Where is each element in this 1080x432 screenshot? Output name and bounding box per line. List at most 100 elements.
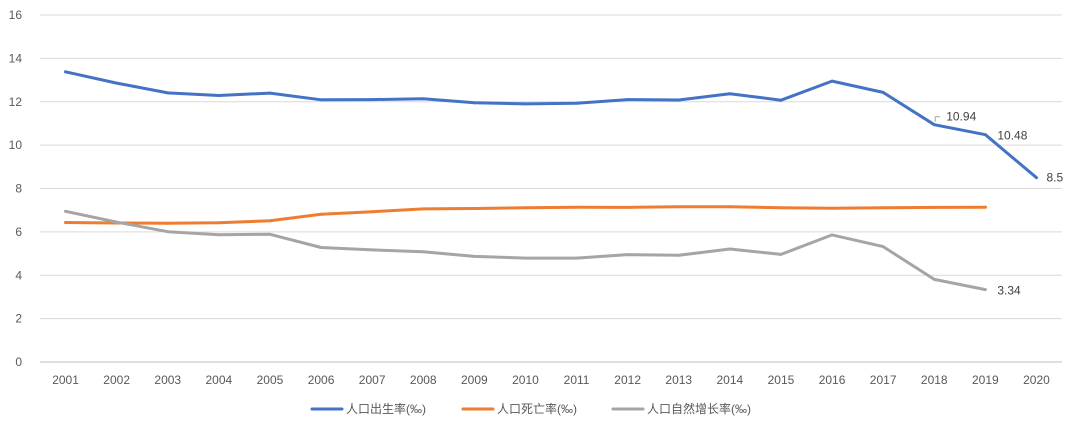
y-tick-label: 6 [15, 225, 22, 239]
data-point [421, 97, 425, 101]
y-tick-label: 4 [15, 268, 22, 282]
x-tick-label: 2010 [512, 373, 539, 387]
grid-layer [40, 14, 1062, 363]
data-point [166, 91, 170, 95]
x-tick-label: 2005 [257, 373, 284, 387]
data-point [166, 221, 170, 225]
x-tick-label: 2019 [972, 373, 999, 387]
data-label-leader [934, 116, 941, 122]
data-point [421, 250, 425, 254]
y-tick-label: 14 [9, 51, 23, 65]
data-point [268, 232, 272, 236]
data-point [881, 206, 885, 210]
data-point [472, 207, 476, 210]
data-point [370, 98, 374, 101]
data-label: 3.34 [997, 284, 1021, 298]
series-0 [64, 70, 1038, 180]
data-point [626, 98, 630, 101]
y-tick-label: 2 [15, 312, 22, 326]
x-tick-label: 2003 [154, 373, 181, 387]
data-label: 8.5 [1046, 171, 1063, 185]
data-point [728, 247, 732, 251]
x-tick-label: 2018 [921, 373, 948, 387]
data-point [575, 205, 578, 209]
data-point [983, 288, 987, 291]
x-tick-label: 2007 [359, 373, 386, 387]
data-point [524, 206, 527, 210]
data-point [472, 254, 476, 258]
data-point [115, 81, 119, 85]
data-point [881, 91, 885, 94]
data-label: 10.94 [946, 110, 976, 124]
data-point [370, 210, 374, 214]
data-point [64, 209, 67, 213]
series-2 [64, 209, 987, 292]
x-tick-label: 2009 [461, 373, 488, 387]
data-point [932, 123, 936, 127]
data-point [115, 220, 119, 224]
x-tick-label: 2006 [308, 373, 335, 387]
series-1 [64, 205, 987, 225]
y-tick-label: 12 [9, 95, 23, 109]
data-point [779, 253, 783, 256]
x-tick-label: 2002 [103, 373, 130, 387]
data-point [319, 212, 323, 216]
data-point [677, 205, 681, 209]
x-tick-label: 2016 [819, 373, 846, 387]
x-tick-label: 2017 [870, 373, 897, 387]
data-point [830, 206, 834, 210]
data-point [268, 219, 272, 223]
legend-item-1: 人口死亡率(‰) [461, 401, 577, 416]
x-tick-label: 2015 [768, 373, 795, 387]
data-point [575, 101, 578, 105]
data-point [472, 101, 476, 105]
legend-item-2: 人口自然增长率(‰) [611, 401, 751, 416]
legend: 人口出生率(‰) 人口死亡率(‰) 人口自然增长率(‰) [310, 401, 751, 416]
data-point [421, 207, 425, 211]
data-point [1035, 176, 1038, 180]
data-point [830, 233, 834, 237]
data-point [217, 94, 221, 97]
data-point [830, 79, 834, 83]
data-point [881, 245, 885, 249]
x-tick-label: 2014 [716, 373, 743, 387]
data-labels: 10.94 10.48 8.5 3.34 [934, 110, 1063, 298]
y-axis: 0 2 4 6 8 10 12 14 16 [9, 8, 23, 369]
data-label: 10.48 [997, 129, 1027, 143]
x-tick-label: 2012 [614, 373, 641, 387]
data-point [166, 230, 170, 234]
data-point [932, 277, 936, 281]
data-point [779, 206, 783, 210]
x-axis: 2001 2002 2003 2004 2005 2006 2007 2008 2009 2010… [52, 373, 1050, 387]
x-tick-label: 2020 [1023, 373, 1050, 387]
data-point [319, 98, 323, 102]
y-tick-label: 10 [9, 138, 23, 152]
x-tick-label: 2011 [564, 373, 590, 387]
data-point [983, 205, 987, 209]
x-tick-label: 2013 [665, 373, 692, 387]
x-tick-label: 2001 [52, 373, 79, 387]
y-tick-label: 16 [9, 8, 23, 22]
data-point [677, 98, 681, 102]
data-point [217, 221, 221, 225]
x-tick-label: 2008 [410, 373, 437, 387]
legend-label: 人口自然增长率(‰) [647, 401, 751, 416]
data-point [677, 253, 681, 257]
data-point [932, 205, 936, 209]
data-point [370, 248, 374, 252]
y-tick-label: 0 [15, 355, 22, 369]
x-tick-label: 2004 [205, 373, 232, 387]
data-point [524, 256, 527, 260]
data-point [779, 98, 783, 102]
y-tick-label: 8 [15, 182, 22, 196]
data-point [217, 233, 221, 237]
data-point [575, 256, 578, 260]
data-point [64, 70, 67, 74]
series-layer [64, 70, 1038, 292]
data-point [626, 253, 630, 257]
data-point [524, 102, 527, 106]
legend-label: 人口死亡率(‰) [497, 401, 577, 416]
data-point [728, 205, 732, 209]
